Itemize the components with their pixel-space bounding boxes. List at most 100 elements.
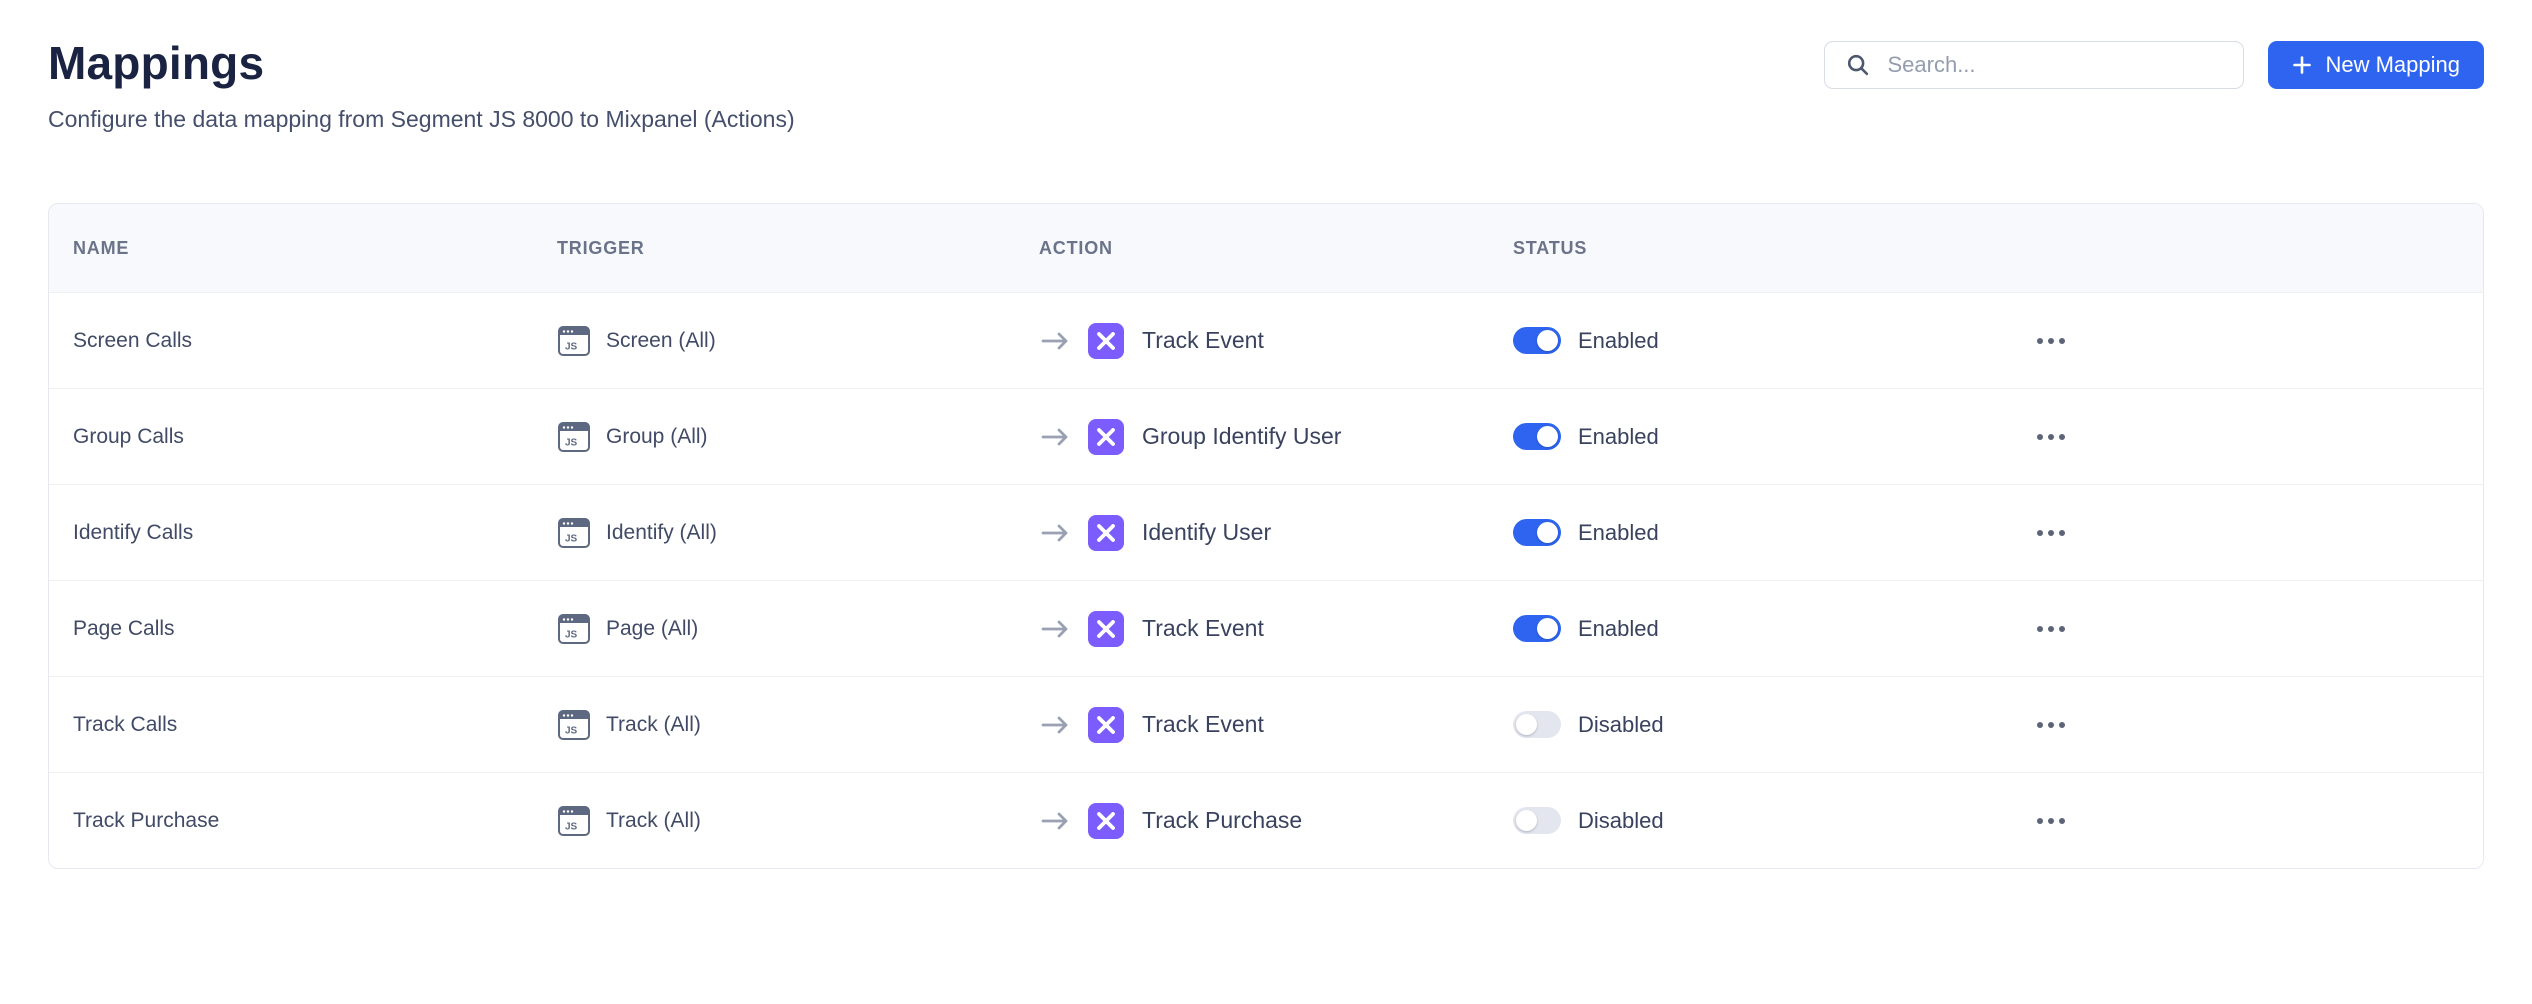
mappings-table: Name Trigger Action Status Screen Calls … bbox=[48, 203, 2484, 870]
toggle-knob bbox=[1516, 714, 1537, 736]
table-row: Group Calls Group (All) Group Identify U… bbox=[49, 388, 2483, 485]
action-label: Group Identify User bbox=[1142, 423, 1342, 450]
search-icon bbox=[1845, 52, 1871, 78]
mapping-name: Identify Calls bbox=[73, 520, 194, 544]
toggle-knob bbox=[1516, 810, 1537, 832]
mapping-name: Page Calls bbox=[73, 616, 175, 640]
column-header-name: Name bbox=[73, 237, 130, 258]
row-menu-button[interactable] bbox=[2031, 424, 2071, 450]
status-cell: Enabled bbox=[1513, 615, 2031, 643]
menu-cell bbox=[2031, 616, 2483, 642]
status-toggle[interactable] bbox=[1513, 519, 1561, 547]
status-toggle[interactable] bbox=[1513, 807, 1561, 835]
status-cell: Enabled bbox=[1513, 519, 2031, 547]
menu-cell bbox=[2031, 424, 2483, 450]
toggle-knob bbox=[1537, 426, 1558, 448]
status-label: Enabled bbox=[1578, 615, 1659, 641]
status-label: Disabled bbox=[1578, 807, 1664, 833]
page-title: Mappings bbox=[48, 37, 265, 89]
status-label: Enabled bbox=[1578, 423, 1659, 449]
source-window-icon bbox=[557, 708, 591, 742]
status-cell: Disabled bbox=[1513, 711, 2031, 739]
status-toggle[interactable] bbox=[1513, 711, 1561, 739]
plus-icon bbox=[2292, 55, 2312, 75]
table-row: Screen Calls Screen (All) Track Event En… bbox=[49, 292, 2483, 389]
trigger-label: Track (All) bbox=[606, 712, 701, 736]
action-cell: Track Purchase bbox=[1039, 802, 1513, 839]
source-window-icon bbox=[557, 516, 591, 550]
trigger-cell: Group (All) bbox=[557, 420, 1039, 454]
mappings-page: Mappings Configure the data mapping from… bbox=[48, 38, 2484, 870]
mapping-name: Track Purchase bbox=[73, 808, 220, 832]
action-label: Track Event bbox=[1142, 711, 1264, 738]
row-menu-button[interactable] bbox=[2031, 520, 2071, 546]
action-cell: Group Identify User bbox=[1039, 418, 1513, 455]
trigger-label: Page (All) bbox=[606, 616, 699, 640]
page-header: Mappings Configure the data mapping from… bbox=[48, 38, 2484, 133]
table-row: Identify Calls Identify (All) Identify U… bbox=[49, 484, 2483, 581]
table-row: Track Purchase Track (All) Track Purchas… bbox=[49, 772, 2483, 869]
action-label: Identify User bbox=[1142, 519, 1272, 546]
table-row: Page Calls Page (All) Track Event Enable… bbox=[49, 580, 2483, 677]
status-label: Enabled bbox=[1578, 519, 1659, 545]
status-cell: Disabled bbox=[1513, 807, 2031, 835]
arrow-right-icon bbox=[1039, 425, 1070, 449]
source-window-icon bbox=[557, 324, 591, 358]
trigger-cell: Track (All) bbox=[557, 708, 1039, 742]
action-label: Track Purchase bbox=[1142, 807, 1303, 834]
toggle-knob bbox=[1537, 330, 1558, 352]
status-cell: Enabled bbox=[1513, 423, 2031, 451]
mixpanel-icon bbox=[1088, 322, 1124, 359]
mapping-name: Screen Calls bbox=[73, 328, 193, 352]
mapping-name: Group Calls bbox=[73, 424, 184, 448]
column-header-action: Action bbox=[1039, 237, 1113, 258]
arrow-right-icon bbox=[1039, 329, 1070, 353]
mixpanel-icon bbox=[1088, 418, 1124, 455]
trigger-cell: Page (All) bbox=[557, 612, 1039, 646]
heading-block: Mappings Configure the data mapping from… bbox=[48, 38, 795, 133]
mixpanel-icon bbox=[1088, 706, 1124, 743]
status-label: Disabled bbox=[1578, 711, 1664, 737]
row-menu-button[interactable] bbox=[2031, 616, 2071, 642]
table-row: Track Calls Track (All) Track Event Disa… bbox=[49, 676, 2483, 773]
mixpanel-icon bbox=[1088, 514, 1124, 551]
action-cell: Track Event bbox=[1039, 610, 1513, 647]
trigger-cell: Identify (All) bbox=[557, 516, 1039, 550]
trigger-label: Screen (All) bbox=[606, 328, 716, 352]
new-mapping-button[interactable]: New Mapping bbox=[2268, 41, 2484, 89]
menu-cell bbox=[2031, 328, 2483, 354]
arrow-right-icon bbox=[1039, 809, 1070, 833]
mapping-name: Track Calls bbox=[73, 712, 178, 736]
source-window-icon bbox=[557, 612, 591, 646]
header-actions: New Mapping bbox=[1824, 41, 2484, 89]
menu-cell bbox=[2031, 808, 2483, 834]
status-toggle[interactable] bbox=[1513, 327, 1561, 355]
mixpanel-icon bbox=[1088, 802, 1124, 839]
mixpanel-icon bbox=[1088, 610, 1124, 647]
column-header-status: Status bbox=[1513, 237, 1588, 258]
source-window-icon bbox=[557, 420, 591, 454]
menu-cell bbox=[2031, 712, 2483, 738]
status-cell: Enabled bbox=[1513, 327, 2031, 355]
trigger-cell: Track (All) bbox=[557, 804, 1039, 838]
new-mapping-label: New Mapping bbox=[2325, 52, 2460, 77]
source-window-icon bbox=[557, 804, 591, 838]
toggle-knob bbox=[1537, 618, 1558, 640]
status-label: Enabled bbox=[1578, 327, 1659, 353]
column-header-trigger: Trigger bbox=[557, 237, 645, 258]
menu-cell bbox=[2031, 520, 2483, 546]
status-toggle[interactable] bbox=[1513, 423, 1561, 451]
trigger-label: Track (All) bbox=[606, 808, 701, 832]
trigger-label: Group (All) bbox=[606, 424, 708, 448]
action-label: Track Event bbox=[1142, 615, 1264, 642]
row-menu-button[interactable] bbox=[2031, 712, 2071, 738]
trigger-label: Identify (All) bbox=[606, 520, 717, 544]
status-toggle[interactable] bbox=[1513, 615, 1561, 643]
search-input[interactable] bbox=[1887, 52, 2224, 78]
row-menu-button[interactable] bbox=[2031, 328, 2071, 354]
page-subtitle: Configure the data mapping from Segment … bbox=[48, 105, 795, 132]
arrow-right-icon bbox=[1039, 617, 1070, 641]
toggle-knob bbox=[1537, 522, 1558, 544]
search-box[interactable] bbox=[1824, 41, 2245, 89]
row-menu-button[interactable] bbox=[2031, 808, 2071, 834]
